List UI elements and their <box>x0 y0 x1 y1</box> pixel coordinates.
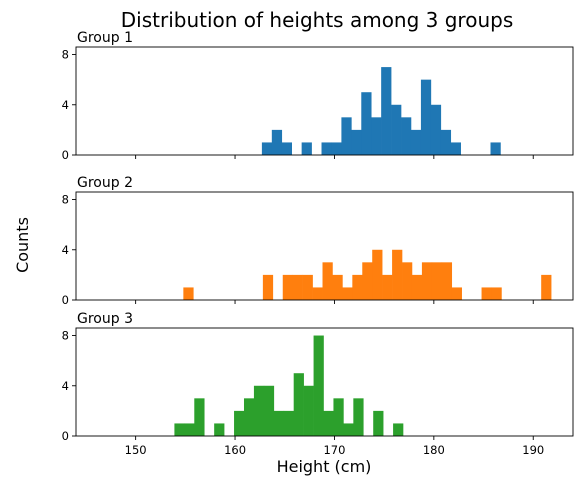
histogram-bar <box>491 287 502 300</box>
histogram-bar <box>490 142 501 155</box>
panels-container: Group 1 0 4 8 Group 2 0 4 8 Group 3 0 4 8 150 160 170 1… <box>62 30 574 457</box>
x-tick-label: 190 <box>522 443 544 457</box>
histogram-bar <box>323 410 334 436</box>
histogram-bar <box>271 129 283 155</box>
histogram-bar <box>302 274 313 300</box>
y-tick-label: 0 <box>62 148 69 162</box>
histogram-bar <box>382 274 393 300</box>
histogram-bar <box>391 104 402 155</box>
histogram-bar <box>410 129 422 155</box>
histogram-bar <box>342 287 353 300</box>
histogram-bar <box>393 423 404 436</box>
panel-group-1: Group 1 0 4 8 <box>62 30 574 162</box>
panel-group-2: Group 2 0 4 8 <box>62 175 574 307</box>
histogram-bar <box>263 385 275 436</box>
histogram-bar <box>292 274 303 300</box>
histogram-bar <box>301 142 312 155</box>
x-tick-label: 160 <box>224 443 246 457</box>
histogram-bar <box>351 129 362 155</box>
axes-frame <box>75 46 574 156</box>
histogram-bar <box>431 262 443 300</box>
y-tick-label: 8 <box>62 48 69 62</box>
histogram-bar <box>174 423 185 436</box>
histogram-bar <box>361 92 372 155</box>
histogram-bar <box>282 274 293 300</box>
panel-title: Group 1 <box>77 30 133 46</box>
y-tick-label: 0 <box>62 293 69 307</box>
histogram-bar <box>371 117 382 155</box>
histogram-bar <box>214 423 225 436</box>
histogram-bar <box>481 287 492 300</box>
histogram-bar <box>303 385 314 436</box>
y-tick-label: 8 <box>62 193 69 207</box>
histogram-bar <box>343 423 354 436</box>
y-tick-label: 8 <box>62 329 69 343</box>
histogram-bar <box>234 410 245 436</box>
histogram-bar <box>281 142 292 155</box>
histogram-bar <box>352 274 363 300</box>
y-tick-label: 4 <box>62 98 69 112</box>
histogram-bar <box>401 117 412 155</box>
x-tick-label: 180 <box>423 443 445 457</box>
histogram-bar <box>362 262 373 300</box>
histogram-bar <box>421 262 433 300</box>
histogram-bar <box>381 67 392 155</box>
histogram-bar <box>440 129 452 155</box>
histogram-bar <box>283 410 294 436</box>
axes-frame <box>75 191 574 301</box>
histogram-bar <box>293 373 304 436</box>
x-tick-label: 170 <box>323 443 345 457</box>
chart-suptitle: Distribution of heights among 3 groups <box>121 8 514 32</box>
histogram-bar <box>262 274 274 300</box>
histogram-bar <box>184 423 195 436</box>
y-tick-label: 0 <box>62 429 69 443</box>
histogram-bar <box>194 398 205 436</box>
histogram-bar <box>441 262 453 300</box>
histogram-bar <box>261 142 273 155</box>
y-tick-label: 4 <box>62 379 69 393</box>
histogram-bar <box>450 142 461 155</box>
y-tick-label: 4 <box>62 243 69 257</box>
histogram-bar <box>183 287 194 300</box>
panel-group-3: Group 3 0 4 8 150 160 170 180 190 <box>62 311 574 457</box>
panel-title: Group 2 <box>77 175 133 191</box>
histogram-bar <box>253 385 265 436</box>
histogram-bar <box>341 117 352 155</box>
histogram-bar <box>332 274 343 300</box>
histogram-bar <box>322 262 333 300</box>
histogram-bar <box>430 104 442 155</box>
histogram-bar <box>243 398 255 436</box>
histogram-bar <box>373 410 384 436</box>
x-axis-label: Height (cm) <box>277 457 372 476</box>
histogram-bar <box>353 398 364 436</box>
panel-title: Group 3 <box>77 311 133 327</box>
axes-frame <box>75 327 574 437</box>
histogram-bar <box>312 287 323 300</box>
histogram-bar <box>321 142 332 155</box>
histogram-bar <box>333 398 344 436</box>
histogram-bar <box>411 274 423 300</box>
histogram-bar <box>313 335 324 436</box>
y-axis-label: Counts <box>13 217 32 273</box>
histogram-bar <box>273 410 285 436</box>
histogram-bar <box>402 262 413 300</box>
histogram-bar <box>392 249 403 300</box>
histogram-bar <box>372 249 383 300</box>
histogram-bar <box>451 287 462 300</box>
histogram-bar <box>420 79 432 155</box>
x-tick-label: 150 <box>125 443 147 457</box>
histogram-bar <box>331 142 342 155</box>
histogram-bar <box>541 274 552 300</box>
